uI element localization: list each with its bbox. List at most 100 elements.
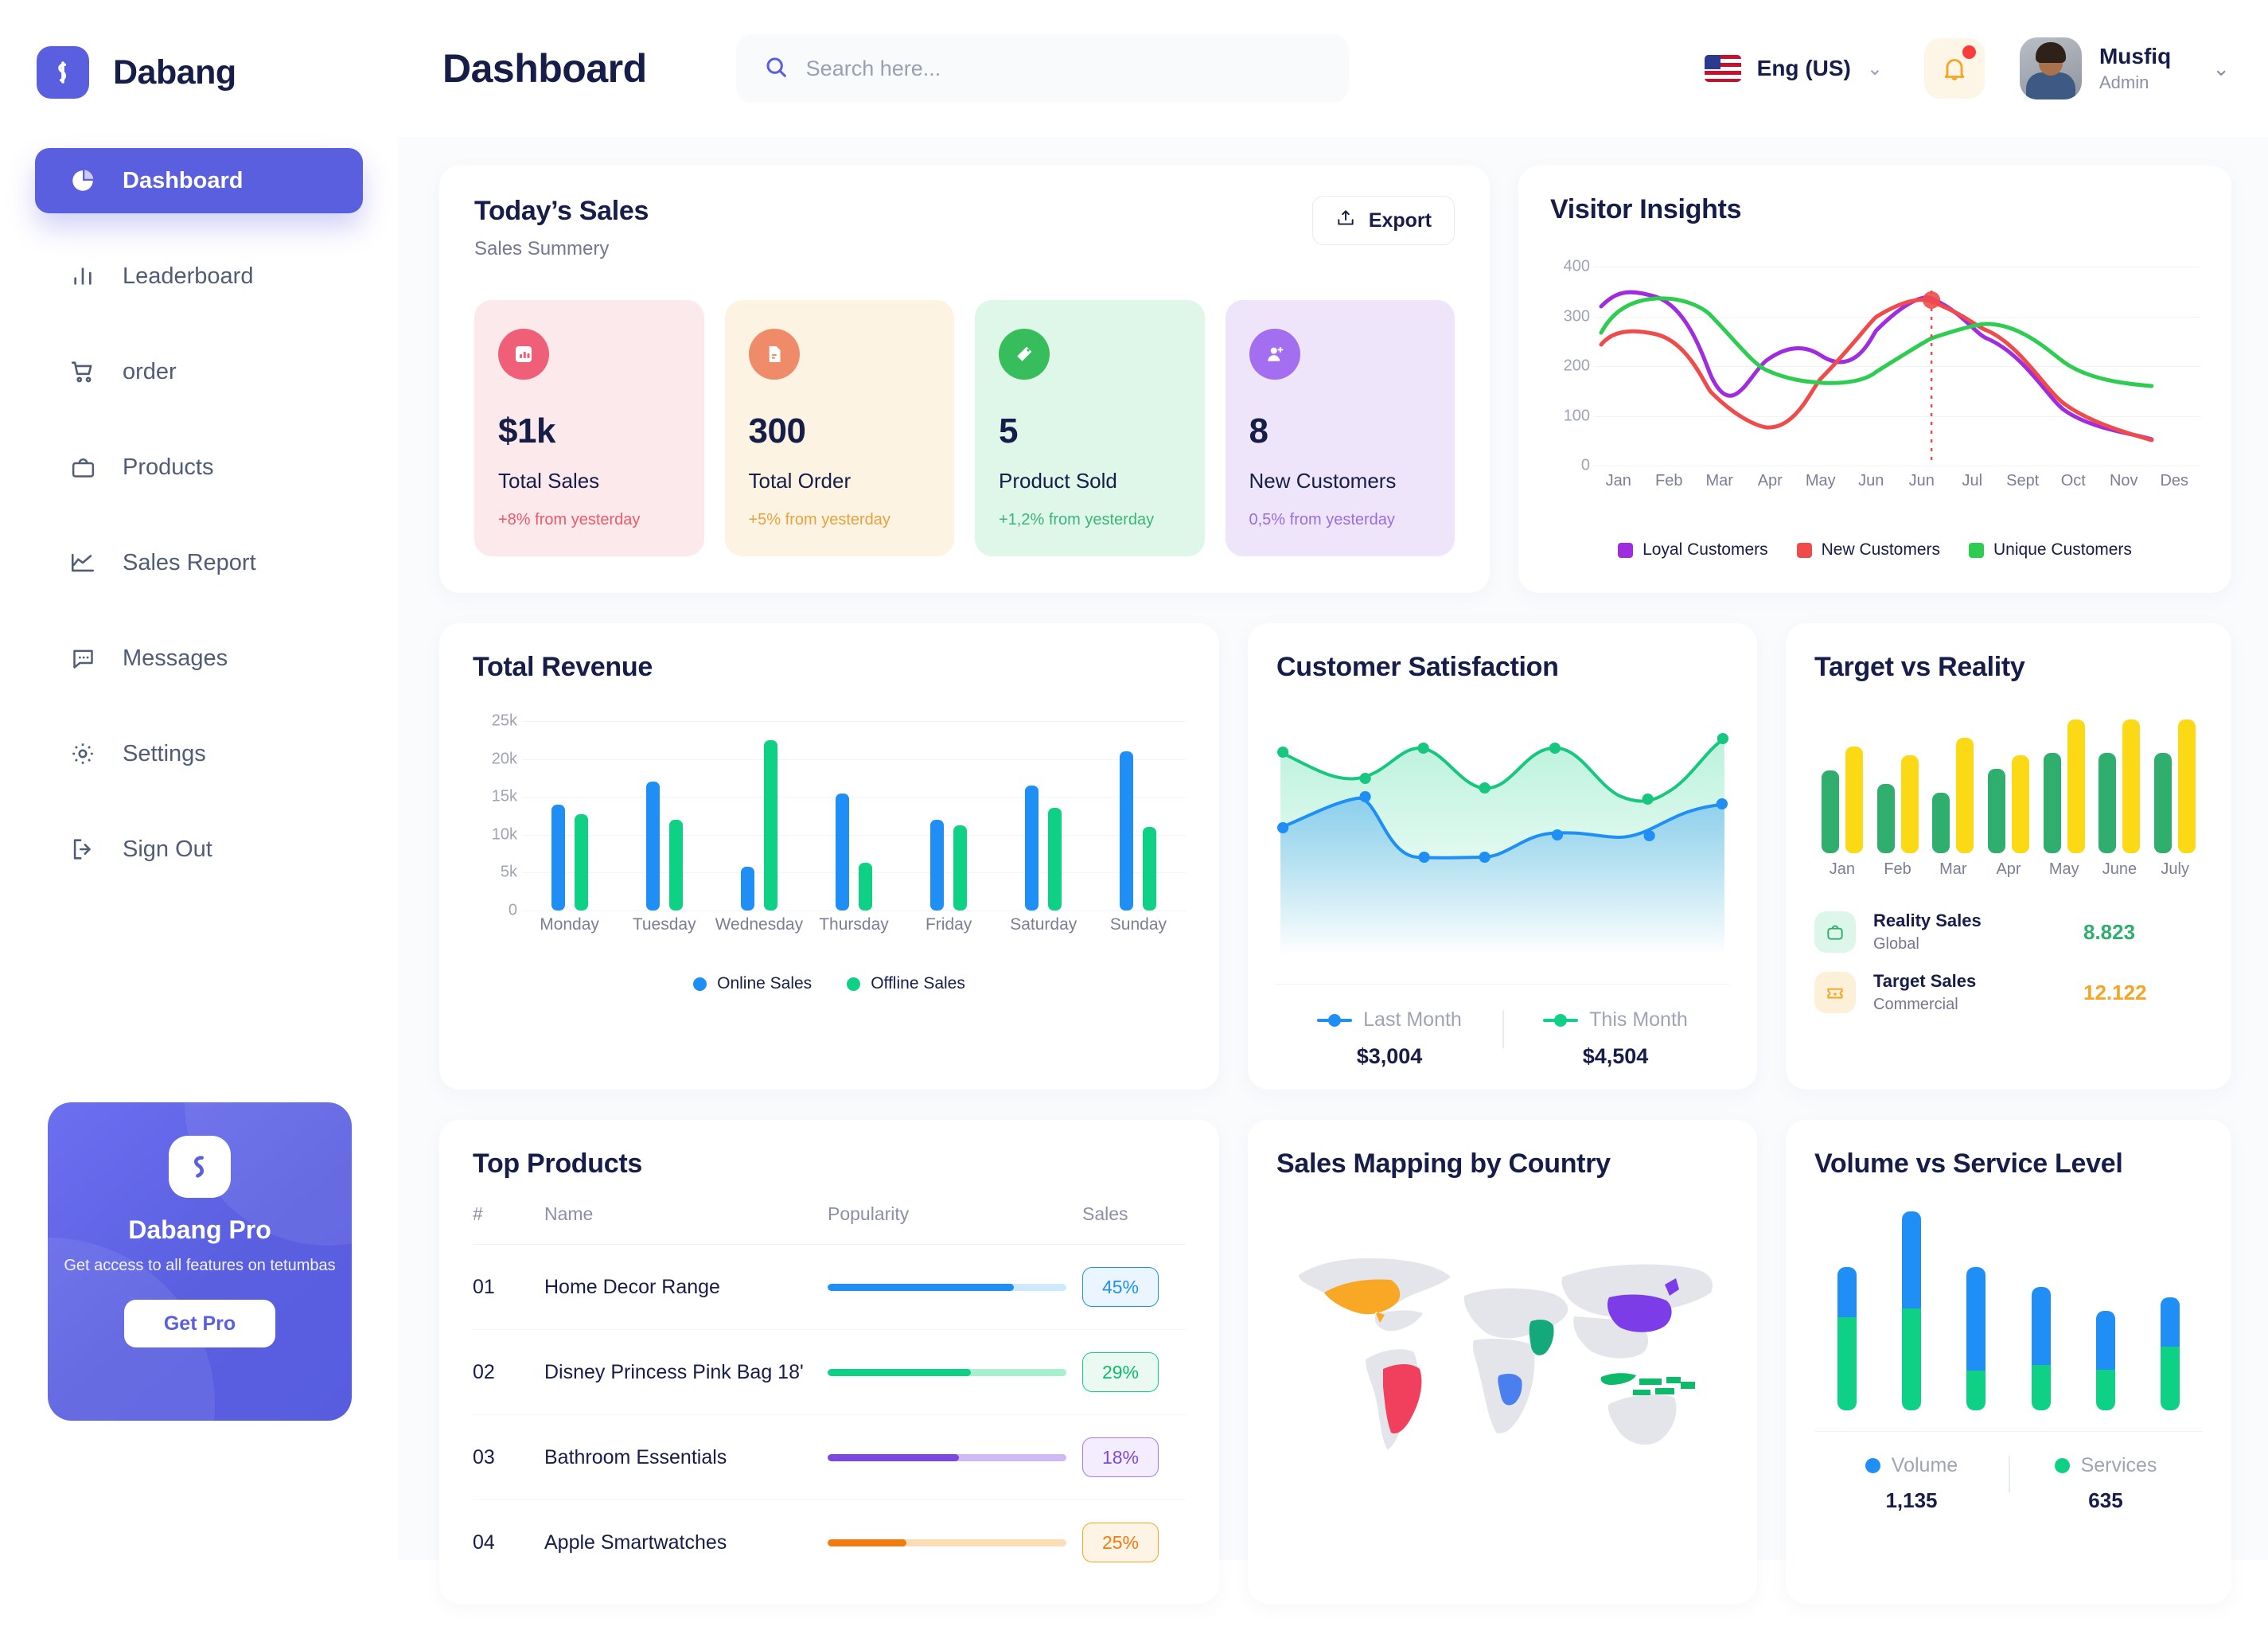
stat-card-list: $1k Total Sales +8% from yesterday 300 T… [474, 300, 1455, 556]
target-legend: Reality Sales Global 8.823 Target Sales [1814, 911, 2203, 1014]
card-subtitle: Sales Summery [474, 238, 610, 259]
popularity-bar [828, 1329, 1082, 1415]
grid-lines [1593, 267, 2200, 466]
promo-card: Dabang Pro Get access to all features on… [48, 1102, 352, 1421]
sidebar-item-order[interactable]: order [35, 339, 363, 404]
search-icon [763, 54, 789, 84]
y-axis-ticks: 25k 20k 15k 10k 5k 0 [491, 712, 517, 919]
sidebar-item-sales-report[interactable]: Sales Report [35, 530, 363, 595]
column-header: Sales [1082, 1203, 1186, 1245]
row-number: 04 [473, 1531, 495, 1554]
language-selector[interactable]: Eng (US) ⌄ [1704, 55, 1883, 82]
user-menu[interactable]: Musfiq Admin ⌄ [2019, 37, 2230, 99]
card-title: Customer Satisfaction [1276, 652, 1559, 682]
satisfaction-legend: Last Month $3,004 This Month $4,504 [1276, 984, 1728, 1069]
stat-value: 5 [999, 411, 1018, 450]
x-tick: Sept [2006, 472, 2040, 489]
product-name: Home Decor Range [544, 1244, 828, 1330]
stat-card-total-sales[interactable]: $1k Total Sales +8% from yesterday [474, 300, 704, 556]
status-badge: 18% [1082, 1437, 1159, 1477]
stat-card-total-order[interactable]: 300 Total Order +5% from yesterday [724, 300, 954, 556]
popularity-bar [828, 1500, 1082, 1585]
card-title: Target vs Reality [1814, 652, 2025, 682]
bar-group [617, 721, 711, 911]
region-united-states [1324, 1279, 1401, 1323]
sales-badge-cell: 25% [1082, 1500, 1186, 1585]
row-1: Today’s Sales Sales Summery Export [439, 166, 2231, 593]
sidebar-item-dashboard[interactable]: Dashboard [35, 148, 363, 213]
export-icon [1335, 208, 1356, 234]
volume-service-card: Volume vs Service Level [1786, 1120, 2231, 1604]
region-china [1607, 1278, 1679, 1332]
line-marker-icon [1317, 1013, 1353, 1027]
stat-label: Total Order [748, 469, 851, 493]
visitor-lines [1599, 290, 2154, 466]
sidebar-item-products[interactable]: Products [35, 435, 363, 500]
search-box[interactable] [735, 34, 1349, 103]
card-title: Top Products [473, 1148, 642, 1179]
promo-subtitle: Get access to all features on tetumbas [64, 1257, 336, 1274]
x-tick: Oct [2060, 472, 2086, 489]
x-axis-ticks: Monday Tuesday Wednesday Thursday Friday Sa… [540, 915, 1167, 934]
stat-card-product-sold[interactable]: 5 Product Sold +1,2% from yesterday [975, 300, 1205, 556]
world-map-svg [1299, 1258, 1713, 1450]
stat-value: 8 [1249, 411, 1268, 450]
volume-service-chart [1814, 1211, 2203, 1410]
page-title: Dashboard [442, 46, 647, 91]
bar-group [711, 721, 806, 911]
volume-legend: Volume 1,135 Services 635 [1814, 1431, 2203, 1513]
column-header: # [473, 1203, 544, 1245]
get-pro-button[interactable]: Get Pro [124, 1300, 275, 1347]
cart-icon [67, 356, 99, 388]
table-row[interactable]: 02 Disney Princess Pink Bag 18' 29% [473, 1329, 1186, 1415]
sidebar-item-settings[interactable]: Settings [35, 721, 363, 786]
legend-item: New Customers [1796, 540, 1940, 560]
bar-group [1814, 1267, 1879, 1410]
stat-card-new-customers[interactable]: 8 New Customers 0,5% from yesterday [1225, 300, 1455, 556]
target-bars [1814, 720, 2203, 853]
bar-group [2036, 720, 2092, 853]
product-name: Apple Smartwatches [544, 1531, 727, 1554]
card-title: Sales Mapping by Country [1276, 1148, 1611, 1179]
table-row[interactable]: 01 Home Decor Range 45% [473, 1244, 1186, 1330]
x-tick: Des [2160, 472, 2189, 489]
top-products-table: # Name Popularity Sales 01 Home Decor Ra… [473, 1203, 1186, 1585]
gear-icon [67, 738, 99, 770]
bar-group [1814, 720, 1870, 853]
legend-item-reality-sales: Reality Sales Global 8.823 [1814, 911, 2203, 953]
notifications-button[interactable] [1923, 38, 1985, 99]
table-row[interactable]: 04 Apple Smartwatches 25% [473, 1500, 1186, 1585]
sidebar-item-messages[interactable]: Messages [35, 626, 363, 691]
dabang-logo-icon [169, 1136, 231, 1198]
row-2: Total Revenue 25k 20k 15k 10k 5k 0 [439, 623, 2231, 1090]
export-button[interactable]: Export [1311, 196, 1455, 245]
main-area: Dashboard Eng (US) ⌄ [398, 0, 2268, 1604]
region-saudi-arabia [1529, 1320, 1554, 1355]
grid-lines [522, 721, 1186, 911]
brand: Dabang [0, 0, 398, 99]
x-axis-ticks: Jan Feb Mar Apr May June July [1829, 860, 2189, 878]
legend-item-last-month: Last Month $3,004 [1276, 1008, 1502, 1069]
world-map [1276, 1211, 1728, 1474]
x-tick: Mar [1705, 472, 1733, 489]
bar-group [2073, 1311, 2137, 1410]
sidebar-item-sign-out[interactable]: Sign Out [35, 817, 363, 882]
table-row[interactable]: 03 Bathroom Essentials 18% [473, 1414, 1186, 1500]
search-input[interactable] [805, 56, 1322, 81]
stat-label: New Customers [1249, 469, 1397, 493]
x-axis-ticks: Jan Feb Mar Apr May Jun Jun Jul Sept Oct… [1593, 472, 2200, 490]
brand-name: Dabang [113, 53, 236, 92]
column-header: Popularity [828, 1203, 1082, 1245]
x-tick: Jun [1908, 472, 1935, 489]
sidebar-item-leaderboard[interactable]: Leaderboard [35, 244, 363, 309]
total-revenue-chart: 25k 20k 15k 10k 5k 0 [492, 712, 1186, 934]
visitor-insights-card: Visitor Insights 400 300 200 100 0 [1518, 166, 2231, 593]
volume-bars [1814, 1211, 2203, 1410]
customer-satisfaction-chart [1276, 716, 1728, 955]
customer-satisfaction-card: Customer Satisfaction [1248, 623, 1757, 1090]
stat-label: Product Sold [999, 469, 1117, 493]
sales-badge-cell: 18% [1082, 1414, 1186, 1500]
x-tick: May [1805, 472, 1836, 489]
sidebar-item-label: Leaderboard [123, 263, 254, 289]
